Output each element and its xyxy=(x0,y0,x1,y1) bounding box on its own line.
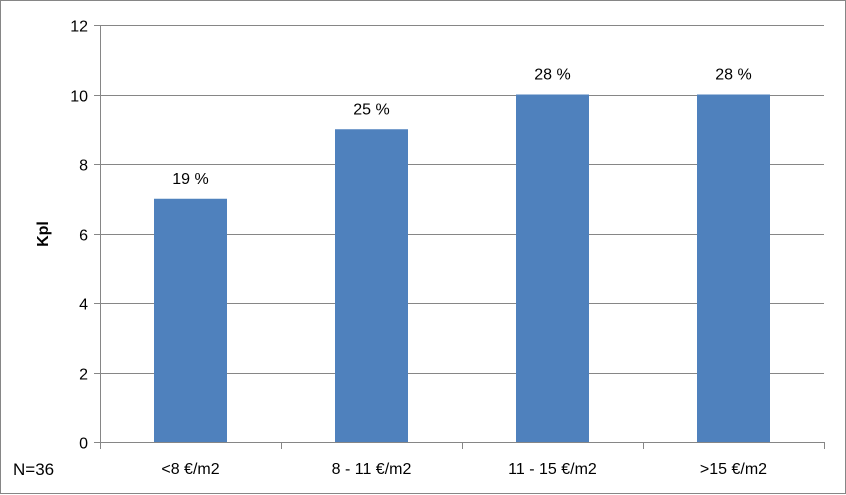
bars xyxy=(154,94,770,442)
bar xyxy=(697,94,770,442)
x-tick-label: >15 €/m2 xyxy=(700,461,767,478)
x-tick-label: <8 €/m2 xyxy=(161,461,219,478)
y-tick-label: 4 xyxy=(79,297,88,314)
bar-data-label: 28 % xyxy=(715,67,751,84)
bar xyxy=(154,198,227,442)
sample-size-note: N=36 xyxy=(13,460,54,479)
labels: 0 2 4 6 8 10 12 19 % <8 €/m2 25 % 8 - 11 €/m2 28 % 1… xyxy=(70,19,767,479)
x-tick-label: 11 - 15 €/m2 xyxy=(508,461,597,478)
y-tick-label: 0 xyxy=(79,436,88,453)
bar-data-label: 19 % xyxy=(172,171,208,188)
bar-data-label: 28 % xyxy=(534,67,570,84)
y-tick-label: 2 xyxy=(79,367,88,384)
bar xyxy=(335,129,408,442)
axes xyxy=(94,25,825,449)
y-tick-label: 8 xyxy=(79,158,88,175)
y-tick-label: 12 xyxy=(70,19,88,36)
x-tick-label: 8 - 11 €/m2 xyxy=(332,461,412,478)
bar xyxy=(516,94,589,442)
y-axis-title: Kpl xyxy=(35,221,52,247)
y-tick-label: 10 xyxy=(70,89,88,106)
bar-data-label: 25 % xyxy=(353,101,389,118)
y-tick-label: 6 xyxy=(79,228,88,245)
